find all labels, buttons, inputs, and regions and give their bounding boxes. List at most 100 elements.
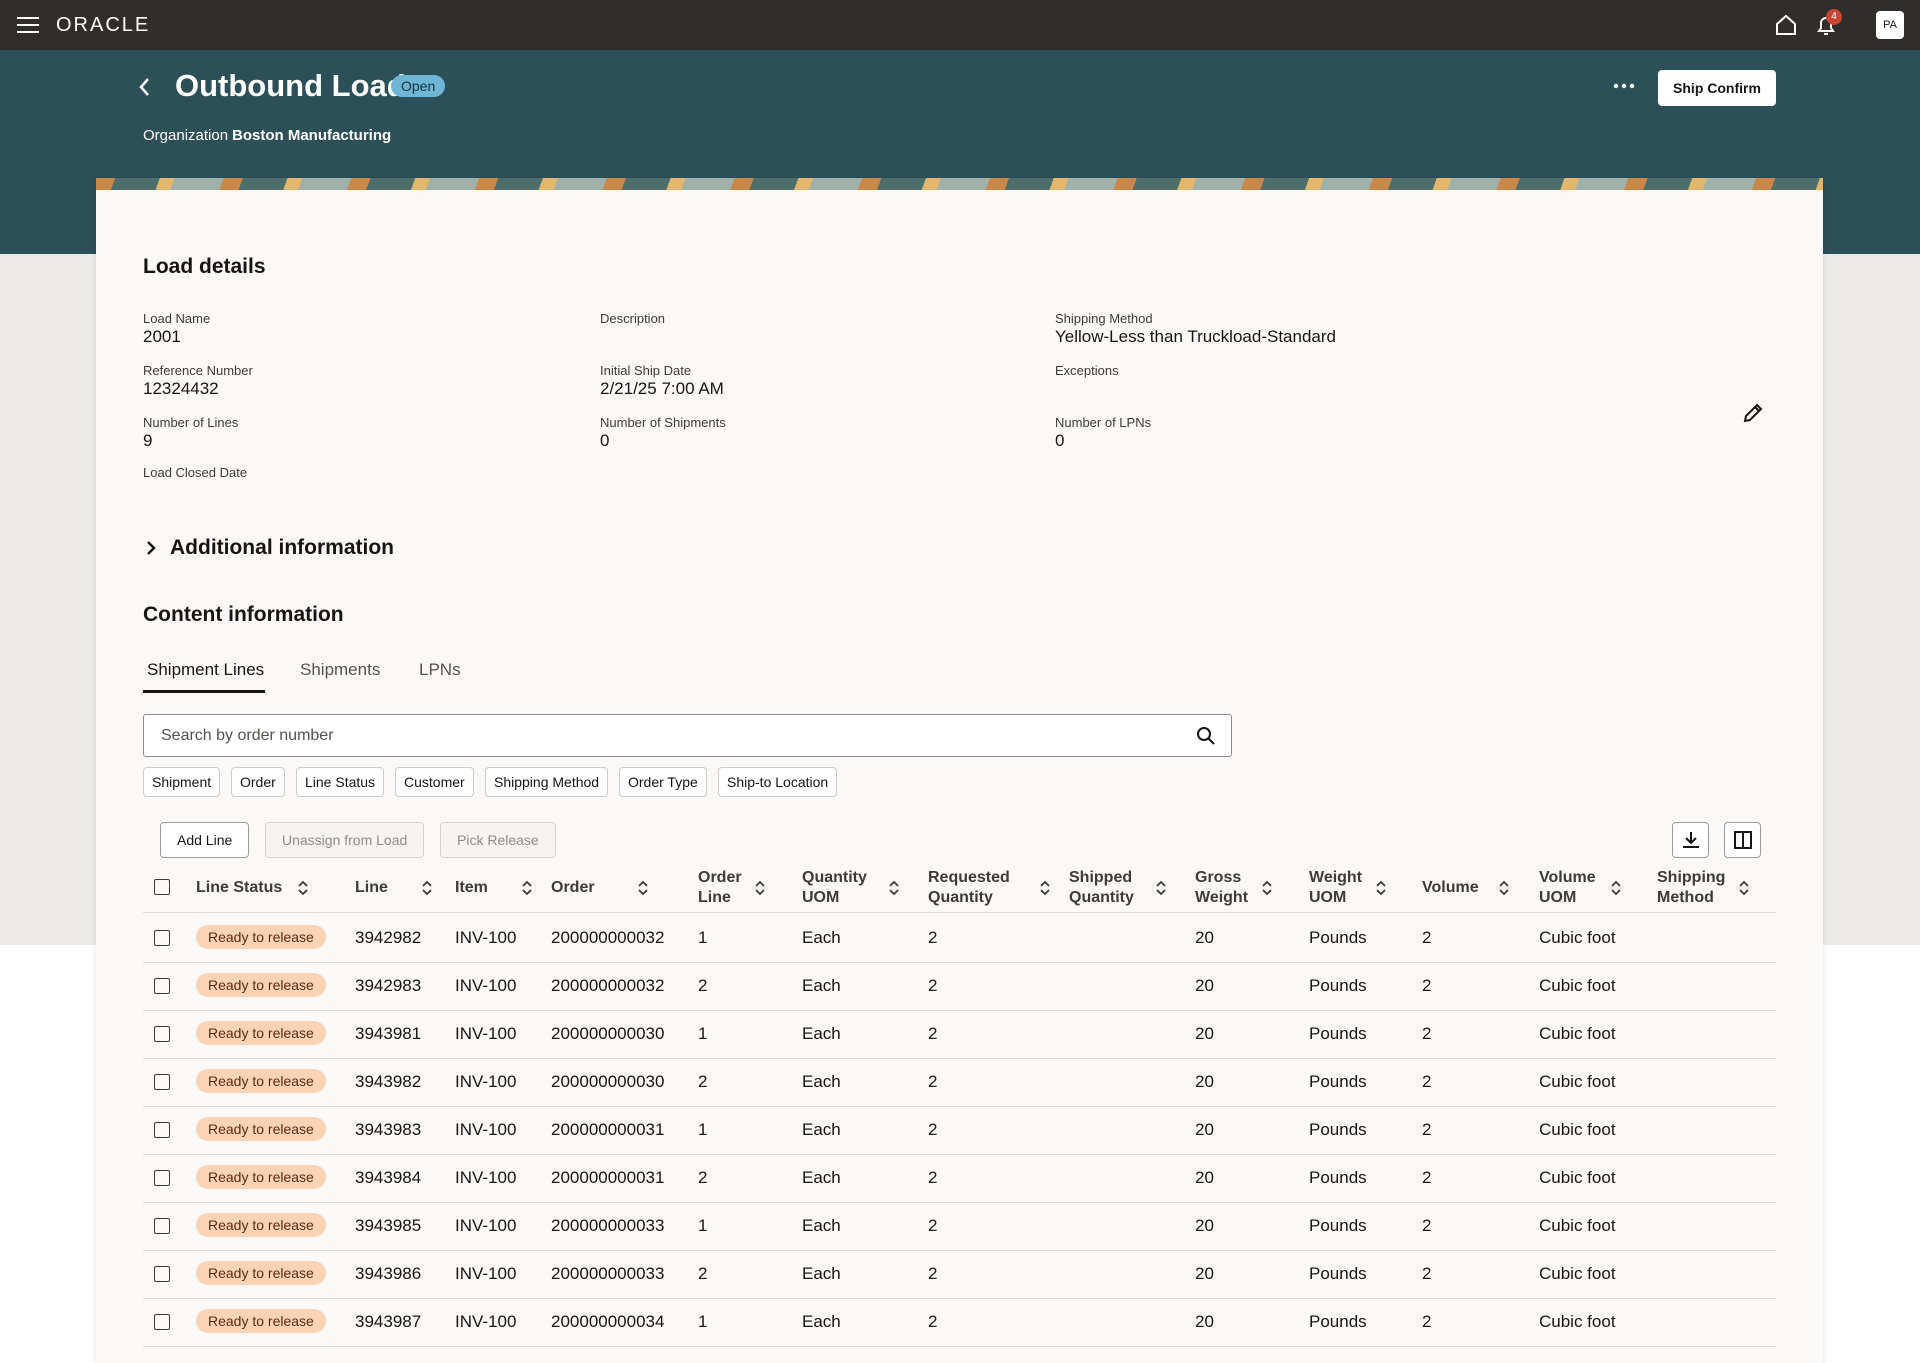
status-pill: Ready to release (196, 925, 326, 949)
expand-icon[interactable] (145, 540, 157, 556)
cell: 3943982 (355, 1072, 422, 1091)
cell: 2 (1422, 1264, 1432, 1283)
cell: 2 (698, 1072, 708, 1091)
sort-icon[interactable] (1498, 879, 1510, 897)
column-header[interactable]: Item (455, 879, 488, 896)
sort-icon[interactable] (1375, 879, 1387, 897)
filter-chip[interactable]: Shipping Method (485, 767, 609, 797)
column-header[interactable]: Order (551, 879, 595, 896)
checkbox[interactable] (154, 930, 170, 946)
sort-icon[interactable] (1039, 879, 1051, 897)
row-divider (143, 1346, 1776, 1347)
columns-button[interactable] (1724, 822, 1761, 858)
cell: Cubic foot (1539, 1024, 1616, 1043)
cell: Each (802, 1216, 841, 1235)
sort-icon[interactable] (521, 879, 533, 897)
org-value: Boston Manufacturing (232, 127, 392, 144)
field-value: 2/21/25 7:00 AM (600, 379, 724, 398)
tab[interactable]: Shipments (300, 660, 381, 679)
sort-icon[interactable] (1610, 879, 1622, 897)
checkbox[interactable] (154, 1170, 170, 1186)
home-icon[interactable] (1774, 13, 1798, 37)
column-header[interactable]: Line Status (196, 879, 283, 896)
menu-icon[interactable] (17, 16, 39, 34)
field-label: Reference Number (143, 363, 253, 378)
sort-icon[interactable] (754, 879, 766, 897)
sort-icon[interactable] (1261, 879, 1273, 897)
download-button[interactable] (1672, 822, 1709, 858)
back-icon[interactable] (138, 77, 152, 97)
status-pill: Ready to release (196, 1069, 326, 1093)
tab-underline (143, 690, 265, 693)
more-icon[interactable] (1612, 82, 1636, 90)
checkbox[interactable] (154, 1074, 170, 1090)
filter-chip[interactable]: Customer (395, 767, 474, 797)
sort-icon[interactable] (297, 879, 309, 897)
cell: 200000000030 (551, 1072, 665, 1091)
sort-icon[interactable] (421, 879, 433, 897)
cell: 1 (698, 1024, 708, 1043)
cell: INV-100 (455, 976, 517, 995)
field-label: Number of LPNs (1055, 415, 1152, 430)
toolbar-button: Unassign from Load (265, 822, 425, 858)
cell: Pounds (1309, 1120, 1367, 1139)
column-header[interactable]: Shipping Method (1657, 869, 1726, 906)
notification-badge: 4 (1826, 9, 1842, 25)
filter-chip[interactable]: Line Status (296, 767, 385, 797)
column-header[interactable]: Volume UOM (1539, 869, 1596, 906)
column-header[interactable]: Weight UOM (1309, 869, 1363, 906)
sort-icon[interactable] (1738, 879, 1750, 897)
search-box[interactable]: Search by order number (143, 714, 1232, 757)
checkbox[interactable] (154, 1122, 170, 1138)
column-header[interactable]: Shipped Quantity (1069, 869, 1134, 906)
filter-chip[interactable]: Order (231, 767, 285, 797)
field-value: 0 (600, 431, 610, 450)
row-divider (143, 1202, 1776, 1203)
cell: 2 (928, 1264, 938, 1283)
column-header[interactable]: Volume (1422, 879, 1479, 896)
cell: INV-100 (455, 1024, 517, 1043)
edit-icon[interactable] (1742, 402, 1764, 424)
cell: 2 (1422, 1024, 1432, 1043)
cell: Pounds (1309, 1216, 1367, 1235)
cell: 200000000033 (551, 1216, 665, 1235)
field-label: Number of Lines (143, 415, 239, 430)
sort-icon[interactable] (1155, 879, 1167, 897)
cell: Each (802, 1120, 841, 1139)
cell: 2 (928, 1072, 938, 1091)
column-header[interactable]: Order Line (698, 869, 742, 906)
cell: 20 (1195, 1312, 1214, 1331)
checkbox[interactable] (154, 879, 170, 895)
avatar[interactable]: PA (1876, 11, 1904, 39)
toolbar-button[interactable]: Add Line (160, 822, 250, 858)
sort-icon[interactable] (888, 879, 900, 897)
cell: 3942983 (355, 976, 422, 995)
filter-chip[interactable]: Order Type (619, 767, 707, 797)
org-label: Organization (143, 127, 229, 144)
column-header[interactable]: Quantity UOM (802, 869, 867, 906)
filter-chip[interactable]: Ship-to Location (718, 767, 838, 797)
row-divider (143, 912, 1776, 913)
column-header[interactable]: Requested Quantity (928, 869, 1010, 906)
checkbox[interactable] (154, 1266, 170, 1282)
column-header[interactable]: Gross Weight (1195, 869, 1249, 906)
column-header[interactable]: Line (355, 879, 388, 896)
section-title[interactable]: Additional information (170, 536, 394, 559)
search-icon[interactable] (1196, 726, 1216, 746)
ship-confirm-button[interactable]: Ship Confirm (1658, 70, 1776, 106)
field-label: Shipping Method (1055, 311, 1153, 326)
checkbox[interactable] (154, 1026, 170, 1042)
checkbox[interactable] (154, 1218, 170, 1234)
filter-chip[interactable]: Shipment (143, 767, 221, 797)
status-pill: Ready to release (196, 1309, 326, 1333)
cell: INV-100 (455, 1120, 517, 1139)
checkbox[interactable] (154, 1314, 170, 1330)
sort-icon[interactable] (637, 879, 649, 897)
cell: 3943986 (355, 1264, 422, 1283)
tab[interactable]: Shipment Lines (147, 660, 265, 679)
cell: 20 (1195, 1264, 1214, 1283)
tab[interactable]: LPNs (419, 660, 461, 679)
row-divider (143, 1106, 1776, 1107)
checkbox[interactable] (154, 978, 170, 994)
